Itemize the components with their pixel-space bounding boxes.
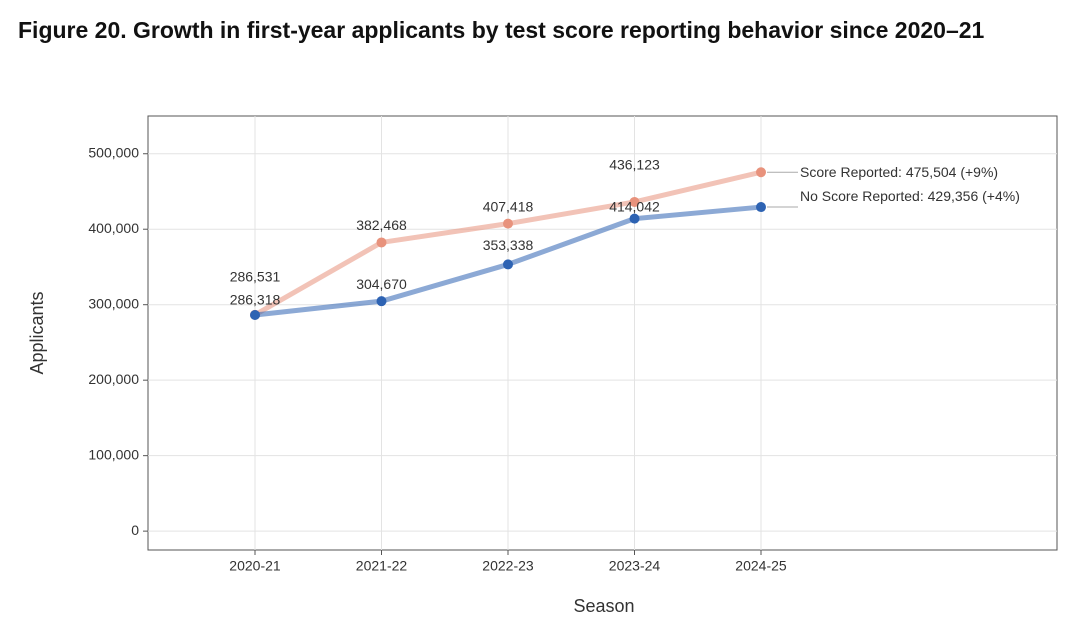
data-label: 286,531 xyxy=(230,269,281,285)
x-axis-label: Season xyxy=(573,596,634,616)
y-tick-label: 100,000 xyxy=(88,446,139,462)
data-label: 436,123 xyxy=(609,157,660,173)
data-label: 353,338 xyxy=(483,237,534,253)
data-point xyxy=(629,213,640,224)
data-label: 304,670 xyxy=(356,276,407,292)
data-point xyxy=(376,296,387,307)
y-tick-label: 300,000 xyxy=(88,295,139,311)
plot-frame xyxy=(147,115,1058,551)
data-label: 414,042 xyxy=(609,198,660,214)
data-point xyxy=(376,237,387,248)
y-tick-label: 500,000 xyxy=(88,144,139,160)
end-label-box: No Score Reported: 429,356 (+4%) xyxy=(800,188,1020,204)
data-label: 407,418 xyxy=(483,198,534,214)
series-label: Score Reported: 475,504 (+9%) xyxy=(800,164,999,180)
y-axis-label: Applicants xyxy=(27,291,47,374)
x-tick-label: 2024-25 xyxy=(735,558,787,574)
data-label: 286,318 xyxy=(230,292,281,308)
y-tick-label: 400,000 xyxy=(88,220,139,236)
data-point xyxy=(503,259,513,270)
x-tick-label: 2021-22 xyxy=(356,558,408,574)
data-point xyxy=(756,202,766,213)
y-tick-label: 0 xyxy=(131,522,139,538)
data-point xyxy=(503,218,513,229)
data-point xyxy=(629,196,640,207)
x-tick-label: 2020-21 xyxy=(229,558,281,574)
x-tick-label: 2023-24 xyxy=(609,558,661,574)
series-label: No Score Reported: 429,356 (+4%) xyxy=(800,188,1020,204)
end-label-box: Score Reported: 475,504 (+9%) xyxy=(800,164,999,180)
y-tick-label: 200,000 xyxy=(88,371,139,387)
data-label: 382,468 xyxy=(356,217,407,233)
data-point xyxy=(756,167,766,178)
x-tick-label: 2022-23 xyxy=(482,558,534,574)
data-point xyxy=(250,310,260,321)
chart-title: Figure 20. Growth in first-year applican… xyxy=(18,17,985,43)
